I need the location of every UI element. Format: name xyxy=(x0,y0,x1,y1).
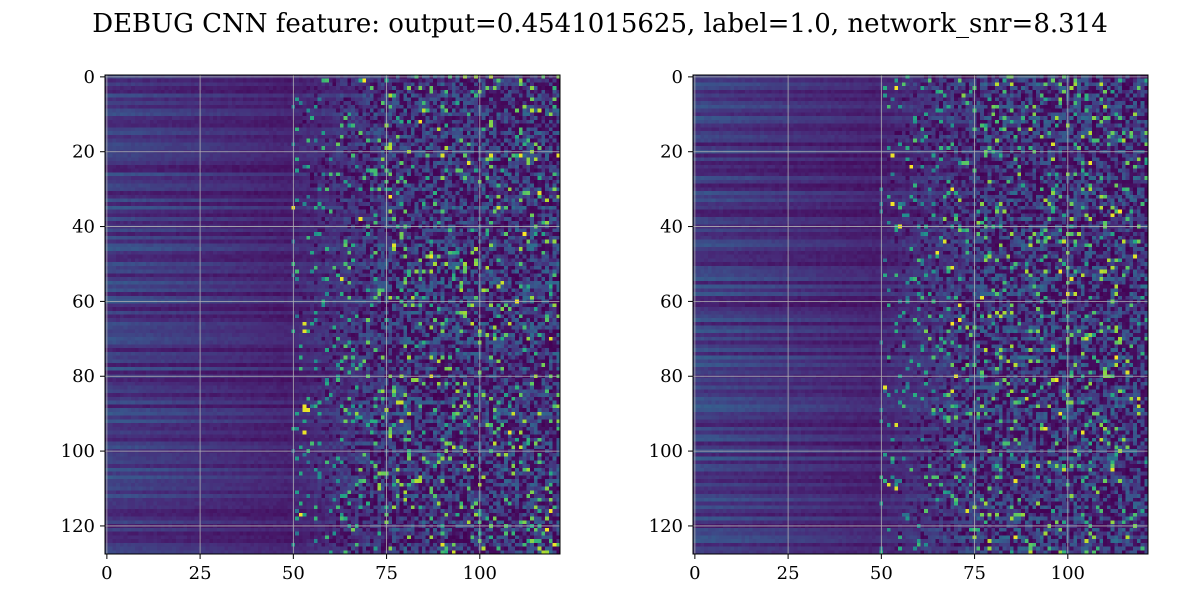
heatmap-image xyxy=(105,75,560,554)
y-tick-label: 120 xyxy=(61,516,95,537)
heatmap-image xyxy=(693,75,1148,554)
y-tick-label: 0 xyxy=(84,67,95,88)
x-tick-label: 75 xyxy=(963,563,986,584)
y-tick-label: 40 xyxy=(72,217,95,238)
x-tick-label: 100 xyxy=(463,563,497,584)
x-tick-label: 0 xyxy=(101,563,112,584)
y-tick-label: 20 xyxy=(72,142,95,163)
x-tick-label: 25 xyxy=(189,563,212,584)
y-tick-label: 0 xyxy=(672,67,683,88)
y-tick-label: 20 xyxy=(660,142,683,163)
x-tick-label: 0 xyxy=(689,563,700,584)
x-tick-label: 50 xyxy=(870,563,893,584)
y-tick-label: 100 xyxy=(649,441,683,462)
y-tick-label: 80 xyxy=(660,366,683,387)
x-tick-label: 25 xyxy=(777,563,800,584)
axes-frame xyxy=(692,74,1149,555)
axes-frame xyxy=(104,74,561,555)
y-tick-label: 40 xyxy=(660,217,683,238)
y-tick-label: 60 xyxy=(660,291,683,312)
y-tick-label: 100 xyxy=(61,441,95,462)
x-tick-label: 50 xyxy=(282,563,305,584)
y-tick-label: 60 xyxy=(72,291,95,312)
x-tick-label: 75 xyxy=(375,563,398,584)
y-tick-label: 80 xyxy=(72,366,95,387)
y-tick-label: 120 xyxy=(649,516,683,537)
x-tick-label: 100 xyxy=(1051,563,1085,584)
figure-title: DEBUG CNN feature: output=0.4541015625, … xyxy=(92,9,1108,39)
